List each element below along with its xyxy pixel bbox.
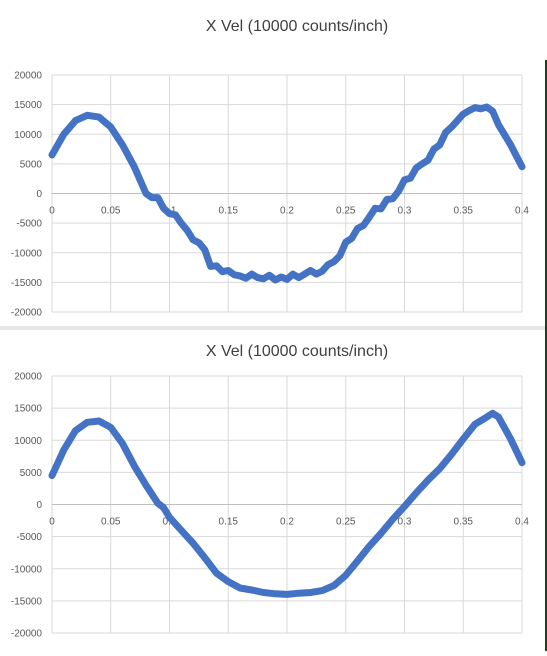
x-tick-label: 0.05 [101, 517, 121, 528]
x-tick-label: 0.15 [219, 517, 239, 528]
y-tick-label: 20000 [14, 372, 42, 383]
y-tick-label: -15000 [11, 278, 43, 289]
y-tick-label: -5000 [16, 532, 42, 543]
y-tick-label: 5000 [20, 159, 43, 170]
chart-panel-top: X Vel (10000 counts/inch) 20000 15000 10000… [0, 0, 547, 327]
x-tick-label: 0.3 [398, 517, 412, 528]
y-tick-label: 5000 [20, 468, 43, 479]
chart-panel-bottom: X Vel (10000 counts/inch) 20000 15000 10000… [0, 330, 547, 651]
x-tick-label: 0.3 [398, 206, 412, 217]
x-tick-label: 0.35 [454, 206, 474, 217]
y-tick-label: 15000 [14, 404, 42, 415]
chart-title: X Vel (10000 counts/inch) [206, 18, 388, 35]
chart-divider [0, 326, 547, 330]
x-tick-label: 0.2 [280, 206, 294, 217]
y-tick-label: -20000 [11, 629, 43, 640]
chart-title: X Vel (10000 counts/inch) [206, 343, 388, 360]
window-edge [545, 60, 547, 651]
y-tick-label: 10000 [14, 130, 42, 141]
x-tick-label: 0.2 [280, 517, 294, 528]
x-tick-label: 0 [49, 517, 55, 528]
x-tick-label: 0.25 [336, 206, 356, 217]
x-tick-label: 0.35 [454, 517, 474, 528]
y-tick-label: 10000 [14, 436, 42, 447]
x-tick-label: 0 [49, 206, 55, 217]
y-tick-label: -10000 [11, 248, 43, 259]
y-tick-label: 0 [36, 189, 42, 200]
y-tick-label: -15000 [11, 596, 43, 607]
series-line [48, 103, 526, 284]
y-tick-label: -20000 [11, 308, 43, 319]
y-tick-label: -5000 [16, 219, 42, 230]
x-tick-label: 0.15 [219, 206, 239, 217]
y-tick-label: 20000 [14, 71, 42, 82]
x-tick-label: 0.25 [336, 517, 356, 528]
y-tick-label: -10000 [11, 564, 43, 575]
y-tick-label: 15000 [14, 100, 42, 111]
velocity-chart-bottom: X Vel (10000 counts/inch) 20000 15000 10000… [11, 343, 530, 640]
series-line [48, 409, 526, 598]
velocity-chart-top: X Vel (10000 counts/inch) 20000 15000 10000… [11, 18, 530, 319]
y-tick-label: 0 [36, 500, 42, 511]
x-tick-label: 0.4 [515, 517, 529, 528]
x-tick-label: 0.05 [101, 206, 121, 217]
x-tick-label: 0.4 [515, 206, 529, 217]
